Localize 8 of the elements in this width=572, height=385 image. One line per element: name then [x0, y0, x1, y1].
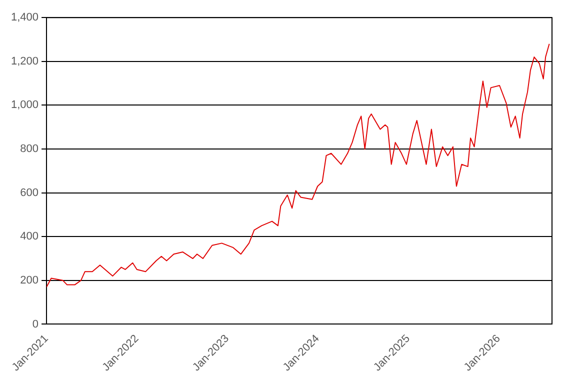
- y-tick-label: 400: [20, 230, 39, 243]
- y-tick-label: 1,400: [10, 12, 39, 24]
- y-tick-label: 600: [20, 186, 39, 199]
- y-tick-label: 1,200: [10, 55, 39, 68]
- y-tick-label: 0: [32, 318, 39, 330]
- y-tick-label: 800: [20, 143, 39, 156]
- y-tick-label: 1,000: [10, 99, 39, 112]
- y-tick-label: 200: [20, 274, 39, 286]
